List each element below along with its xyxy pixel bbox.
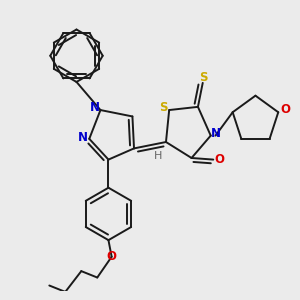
Text: O: O: [214, 153, 224, 166]
Text: H: H: [154, 152, 162, 161]
Text: N: N: [211, 127, 220, 140]
Text: N: N: [78, 131, 88, 144]
Text: S: S: [159, 101, 168, 114]
Text: N: N: [90, 101, 100, 114]
Text: O: O: [280, 103, 290, 116]
Text: S: S: [200, 70, 208, 84]
Text: O: O: [106, 250, 117, 263]
